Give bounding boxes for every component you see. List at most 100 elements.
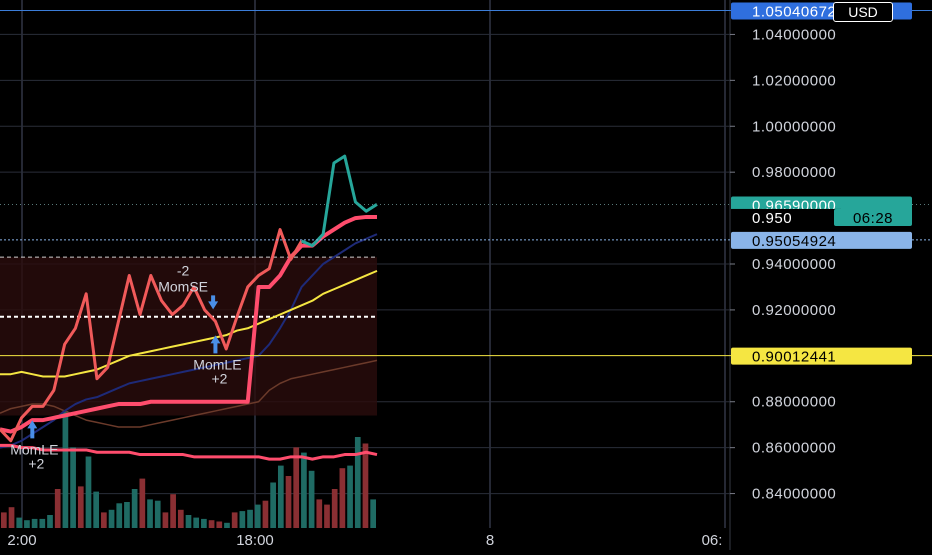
lower-pink-line (0, 443, 378, 461)
short-position-box (0, 257, 377, 416)
volume-bar (108, 509, 115, 528)
price-tag-3: 0.95054924 (731, 231, 912, 250)
brown-ma-line (0, 359, 378, 428)
signal-0: MomLE+2 (10, 420, 58, 471)
signal-label: -2 (177, 262, 190, 278)
volume-bar (116, 503, 123, 528)
y-tick-label: 0.86000000 (752, 440, 836, 457)
volume-bar (193, 517, 200, 528)
price-tag-text: 1.05040672 (752, 4, 836, 21)
volume-bar (331, 489, 338, 528)
signal-label: MomLE (10, 441, 58, 457)
volume-bar (31, 518, 38, 528)
volume-bar (1, 512, 7, 528)
x-tick-label: 8 (486, 532, 494, 549)
volume-bar (208, 520, 215, 528)
volume-bar (77, 486, 84, 528)
volume-bar (147, 499, 153, 528)
y-tick-label: 1.04000000 (752, 26, 836, 43)
x-tick-label: 18:00 (236, 532, 274, 549)
signal-label: MomLE (193, 356, 241, 372)
volume-bar (324, 504, 330, 528)
volume-bar (101, 512, 107, 528)
volume-bar (239, 511, 246, 528)
price-tag-4: 0.90012441 (731, 347, 912, 366)
volume-bar (301, 452, 307, 528)
up-arrow-icon (210, 335, 221, 354)
volume-bar (254, 504, 261, 528)
time-axis: 2:00 18:00 8 06: (7, 532, 722, 549)
price-tag-bg (731, 231, 912, 249)
volume-bar (24, 520, 30, 528)
price-tag-bg (731, 208, 841, 225)
volume-bar (170, 494, 176, 528)
volume-bar (270, 482, 276, 528)
currency-label[interactable]: USD (833, 2, 893, 22)
price-tag-text: 0.95054924 (752, 233, 836, 250)
volume-bar (347, 465, 353, 528)
volume-bar (231, 512, 238, 528)
price-tag-2: 0.950 06:28 (731, 208, 912, 227)
volume-bar (139, 478, 146, 528)
y-tick-label: 0.94000000 (752, 256, 836, 273)
y-tick-label: 0.92000000 (752, 302, 836, 319)
volume-bar (85, 456, 92, 528)
price-tag-text: 0.90012441 (752, 349, 836, 366)
volume-bar (201, 518, 207, 528)
volume-bar (277, 465, 284, 528)
volume-bar (54, 489, 61, 528)
price-line-red (0, 228, 303, 443)
price-tag-text: 0.950 (752, 210, 792, 227)
volume-bar (224, 522, 230, 528)
volume-bar (262, 500, 269, 528)
volume-bar (8, 507, 15, 528)
volume-bar (177, 509, 184, 528)
signal-sub: +2 (28, 455, 44, 471)
volume-bar (131, 489, 138, 528)
signal-sub: +2 (211, 370, 227, 386)
y-tick-label: 1.00000000 (752, 118, 836, 135)
price-axis: 1.04000000 1.02000000 1.00000000 0.98000000… (730, 26, 836, 503)
volume-bar (247, 509, 253, 528)
price-line-teal (301, 154, 378, 248)
volume-bar (39, 518, 46, 528)
volume-bar (154, 500, 161, 528)
volume-bar (70, 447, 76, 528)
volume-bar (16, 517, 23, 528)
signal-sub: MomSE (158, 278, 208, 294)
volume-bar (93, 491, 100, 528)
volume-bar (308, 470, 315, 528)
y-tick-label: 0.88000000 (752, 394, 836, 411)
countdown-bg (834, 208, 912, 226)
volume-bar (47, 515, 53, 528)
price-tag-bg (731, 347, 912, 365)
volume-bar (62, 411, 69, 528)
volume-bar (362, 443, 369, 528)
volume-bar (370, 499, 376, 528)
yellow-ma-line (0, 269, 378, 378)
volume-bar (293, 447, 300, 528)
countdown-text: 06:28 (853, 210, 893, 227)
up-arrow-icon (27, 420, 38, 439)
volume-bar (162, 512, 169, 528)
position-box (0, 256, 377, 416)
series-lines (0, 154, 378, 461)
volume-bar (216, 521, 223, 528)
volume-bar (285, 476, 292, 528)
volume-bar (354, 437, 361, 528)
x-tick-label: 06: (702, 532, 723, 549)
y-tick-label: 0.98000000 (752, 164, 836, 181)
navy-ma-line (0, 233, 378, 449)
volume-bars (1, 411, 376, 528)
x-tick-label: 2:00 (7, 532, 36, 549)
volume-bar (316, 499, 323, 528)
y-tick-label: 0.84000000 (752, 486, 836, 503)
volume-bar (339, 468, 346, 528)
y-tick-label: 1.02000000 (752, 72, 836, 89)
volume-bar (185, 515, 192, 528)
